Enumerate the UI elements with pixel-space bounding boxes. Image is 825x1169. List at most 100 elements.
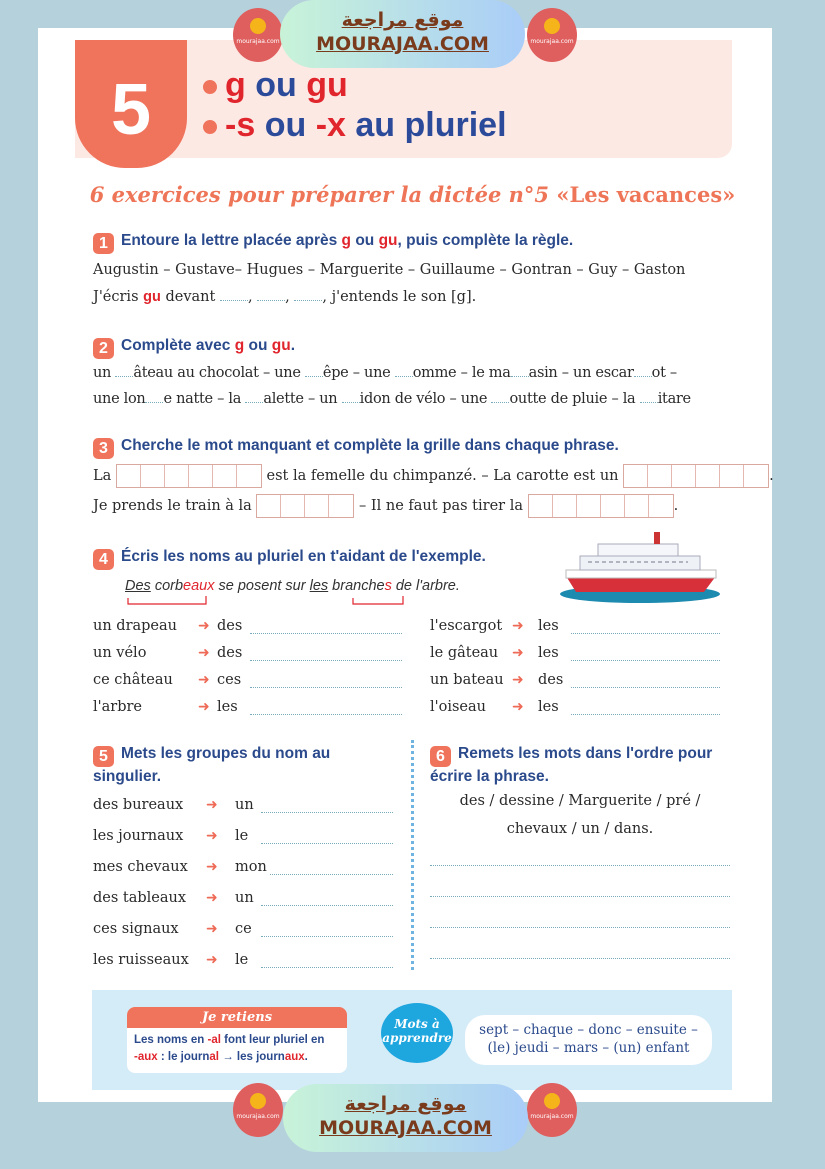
article: ce [235, 921, 252, 937]
text-segment: êpe – une [322, 365, 395, 381]
text-segment: idon de vélo – une [359, 391, 492, 407]
noun-singular: l'oiseau [430, 699, 486, 715]
text-segment: e natte – la [163, 391, 246, 407]
mots-a-apprendre-list: sept – chaque – donc – ensuite – (le) jeu… [465, 1015, 712, 1065]
answer-line[interactable] [270, 871, 393, 875]
grid-6[interactable] [623, 464, 770, 488]
text-segment: alette – un [263, 391, 342, 407]
article: un [235, 890, 254, 906]
noun-singular: un bateau [430, 672, 504, 688]
arrow-icon: ➜ [512, 699, 524, 715]
ex1-question: 1 Entoure la lettre placée après g ou gu,… [93, 232, 573, 254]
answer-line[interactable] [261, 809, 393, 813]
ex6-question: 6 Remets les mots dans l'ordre pour écrire… [430, 745, 713, 785]
title-line-1: g ou gu [203, 66, 348, 105]
article: les [538, 699, 559, 715]
article: les [538, 645, 559, 661]
ex5-question: 5 Mets les groupes du nom au singulier. [93, 745, 331, 785]
article: des [217, 618, 243, 634]
arrow-icon: ➜ [206, 797, 218, 813]
text-segment: itare [657, 391, 691, 407]
blank-field[interactable] [115, 373, 134, 377]
noun-plural: des bureaux [93, 797, 184, 813]
column-divider [411, 740, 414, 970]
ex6-words-1: des / dessine / Marguerite / pré / [459, 793, 701, 809]
text-segment: asin – un escar [528, 365, 634, 381]
answer-line[interactable] [250, 657, 402, 661]
lesson-number: 5 [75, 40, 187, 168]
noun-singular: l'arbre [93, 699, 142, 715]
text-segment: ot – [651, 365, 678, 381]
answer-line[interactable] [250, 711, 402, 715]
arrow-icon: ➜ [206, 952, 218, 968]
answer-line[interactable] [571, 711, 720, 715]
blank-field[interactable] [304, 373, 323, 377]
noun-singular: un vélo [93, 645, 147, 661]
blank-field[interactable] [633, 373, 652, 377]
arrow-icon: ➜ [206, 859, 218, 875]
answer-line[interactable] [571, 657, 720, 661]
ex3-line-1: La est la femelle du chimpanzé. – La car… [93, 464, 774, 488]
watermark-logo: mourajaa.com [527, 8, 577, 62]
watermark-logo: mourajaa.com [233, 8, 283, 62]
ex4-example: Des corbeaux se posent sur les branches … [125, 578, 460, 594]
arrow-icon: ➜ [206, 828, 218, 844]
sentence-line[interactable] [430, 862, 730, 866]
sentence-line[interactable] [430, 893, 730, 897]
ex3-question: 3 Cherche le mot manquant et complète la … [93, 437, 619, 459]
sentence-line[interactable] [430, 924, 730, 928]
article: ces [217, 672, 242, 688]
blank-field[interactable] [639, 399, 658, 403]
ex1-names: Augustin – Gustave– Hugues – Marguerite … [93, 262, 686, 278]
grid-4[interactable] [256, 494, 355, 518]
arrow-icon: ➜ [512, 672, 524, 688]
answer-line[interactable] [261, 964, 393, 968]
title-line-2: -s ou -x au pluriel [203, 106, 507, 145]
arrow-icon: ➜ [198, 645, 210, 661]
answer-line[interactable] [571, 630, 720, 634]
noun-plural: des tableaux [93, 890, 187, 906]
ex4-question: 4 Écris les noms au pluriel en t'aidant d… [93, 548, 486, 570]
answer-line[interactable] [261, 933, 393, 937]
noun-plural: ces signaux [93, 921, 179, 937]
arrow-icon: ➜ [198, 699, 210, 715]
answer-line[interactable] [250, 684, 402, 688]
article: le [235, 952, 249, 968]
blank-field[interactable] [491, 399, 510, 403]
subtitle: 6 exercices pour préparer la dictée n°5 … [89, 182, 736, 207]
noun-plural: mes chevaux [93, 859, 188, 875]
text-segment: omme – le ma [412, 365, 511, 381]
ex2-line-1: un âteau au chocolat – une êpe – une omm… [93, 365, 677, 381]
watermark-banner[interactable]: موقع مراجعة MOURAJAA.COM [280, 0, 525, 68]
blank-field[interactable] [510, 373, 529, 377]
grid-6[interactable] [527, 494, 674, 518]
arrow-icon: ➜ [512, 618, 524, 634]
grid-6[interactable] [115, 464, 262, 488]
text-segment: une lon [93, 391, 146, 407]
blank-field[interactable] [341, 399, 360, 403]
blank-field[interactable] [245, 399, 264, 403]
answer-line[interactable] [261, 902, 393, 906]
article: les [538, 618, 559, 634]
answer-line[interactable] [261, 840, 393, 844]
ex3-line-2: Je prends le train à la – Il ne faut pas… [93, 494, 678, 518]
ex2-question: 2 Complète avec g ou gu. [93, 337, 295, 359]
ex1-rule: J'écris gu devant , , , j'entends le son… [93, 289, 477, 305]
arrow-icon: ➜ [198, 672, 210, 688]
example-arrows [127, 596, 404, 605]
noun-singular: un drapeau [93, 618, 177, 634]
text-segment: outte de pluie – la [509, 391, 640, 407]
blank-field[interactable] [145, 399, 164, 403]
arrow-icon: ➜ [512, 645, 524, 661]
noun-singular: l'escargot [430, 618, 503, 634]
answer-line[interactable] [250, 630, 402, 634]
article: mon [235, 859, 267, 875]
blank-field[interactable] [394, 373, 413, 377]
answer-line[interactable] [571, 684, 720, 688]
text-segment: un [93, 365, 116, 381]
text-segment: âteau au chocolat – une [133, 365, 305, 381]
noun-singular: ce château [93, 672, 173, 688]
sentence-line[interactable] [430, 955, 730, 959]
watermark-banner[interactable]: موقع مراجعة MOURAJAA.COM [283, 1084, 528, 1152]
noun-plural: les journaux [93, 828, 184, 844]
